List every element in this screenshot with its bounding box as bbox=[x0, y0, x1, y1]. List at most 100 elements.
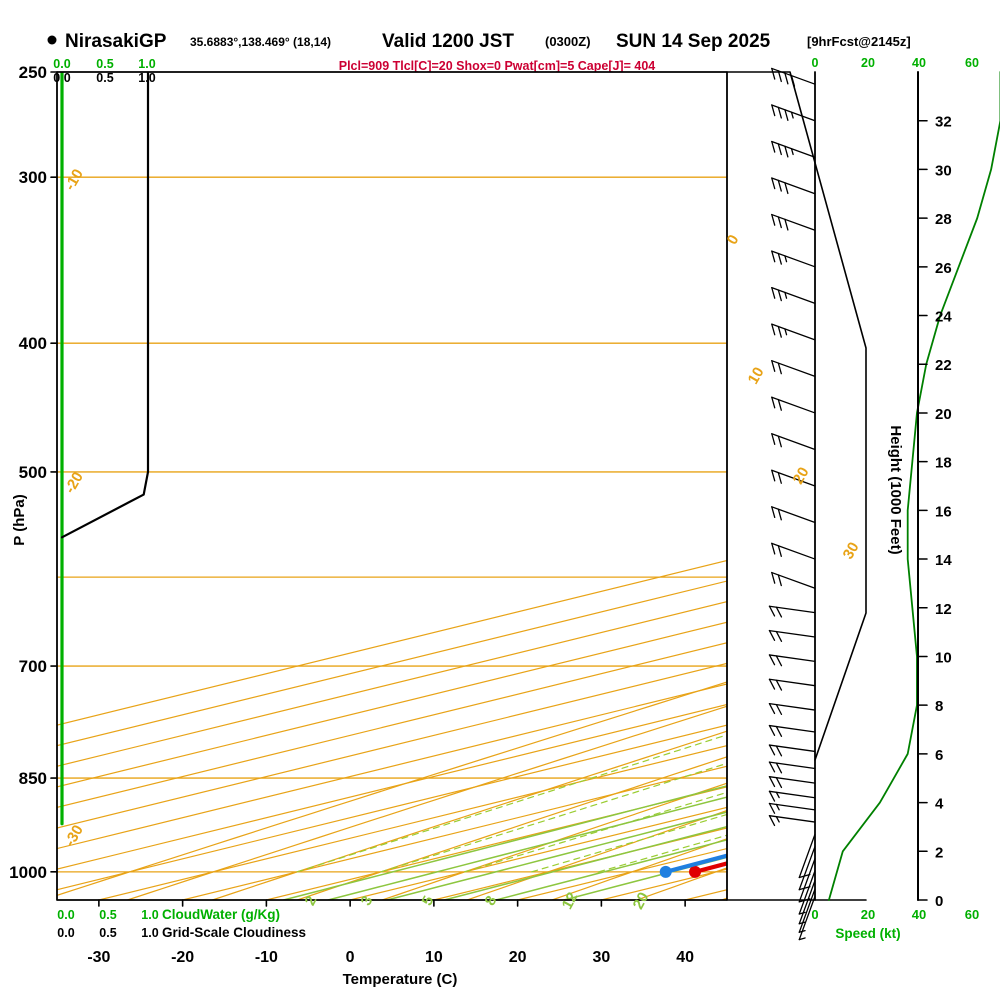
pressure-tick-label-400: 400 bbox=[19, 334, 47, 353]
temperature-axis-label: Temperature (C) bbox=[343, 971, 458, 988]
temperature-tick-label-40: 40 bbox=[676, 949, 694, 966]
wind-barb-full-2-1 bbox=[777, 143, 782, 156]
wind-barb-full-20-0 bbox=[768, 724, 776, 736]
bottom-scale-labels: 0.0 0.5 1.0 CloudWater (g/Kg) 0.0 0.5 1.… bbox=[57, 907, 306, 940]
wind-barb-17 bbox=[768, 654, 816, 667]
wind-barb-half-2 bbox=[790, 148, 794, 156]
cloudiness-profile bbox=[60, 72, 150, 539]
wind-barb-full-10-1 bbox=[777, 435, 782, 448]
wind-barb-full-16-1 bbox=[775, 630, 783, 642]
speed-scale-bottom: 0 20 40 60 Speed (kt) bbox=[811, 907, 979, 941]
wind-barb-full-4-0 bbox=[771, 213, 776, 226]
height-tick-label-8: 8 bbox=[935, 698, 943, 715]
wind-barb-24 bbox=[768, 790, 816, 802]
speed-bottom-tick-0: 0 bbox=[811, 907, 818, 922]
mixing-ratio-line-8 bbox=[443, 825, 727, 900]
cloudiness-axis-label: Grid-Scale Cloudiness bbox=[162, 925, 306, 940]
wind-barb-21 bbox=[768, 744, 816, 757]
wind-barb-full-23-1 bbox=[775, 777, 783, 789]
height-tick-label-32: 32 bbox=[935, 114, 952, 131]
dry-adiabat--40 bbox=[57, 681, 727, 896]
wind-panel-outline bbox=[726, 71, 867, 761]
wind-barb-half-5 bbox=[784, 255, 788, 263]
wind-barb-full-9-1 bbox=[777, 398, 782, 411]
cloudwater-axis-label: CloudWater (g/Kg) bbox=[162, 907, 280, 922]
surface-marker-temperature bbox=[689, 865, 702, 878]
wind-barb-full-4-1 bbox=[777, 216, 782, 229]
wind-barb-full-5-0 bbox=[771, 250, 776, 263]
wind-barb-shaft-29 bbox=[798, 857, 816, 903]
height-tick-label-30: 30 bbox=[935, 162, 952, 179]
dry-adiabat-label-right-20: 20 bbox=[790, 464, 813, 487]
wind-barb-full-1-0 bbox=[771, 104, 776, 117]
height-tick-label-18: 18 bbox=[935, 455, 952, 472]
wind-barb-full-12-0 bbox=[771, 506, 776, 519]
wind-barb-full-17-1 bbox=[775, 655, 783, 667]
wind-barb-10 bbox=[771, 433, 816, 451]
wind-barb-full-19-0 bbox=[768, 703, 776, 715]
height-tick-label-0: 0 bbox=[935, 893, 943, 910]
isotherm-line--60 bbox=[57, 683, 727, 850]
wind-barb-30 bbox=[798, 870, 816, 915]
wind-barb-full-0-0 bbox=[771, 67, 776, 80]
moist-adiabat--10 bbox=[380, 762, 727, 873]
isotherm-line--50 bbox=[57, 703, 727, 870]
wind-barb-shaft-27 bbox=[798, 833, 816, 879]
wind-barb-11 bbox=[771, 469, 816, 487]
speed-top-tick-0: 0 bbox=[812, 56, 819, 70]
cloudwater-bottom-tick-1: 0.5 bbox=[99, 908, 116, 922]
temperature-tick-label-10: 10 bbox=[425, 949, 443, 966]
sounding-parameters: Plcl=909 Tlcl[C]=20 Shox=0 Pwat[cm]=5 Ca… bbox=[339, 59, 656, 73]
cloudwater-bottom-tick-2: 1.0 bbox=[141, 908, 158, 922]
surface-marker-dewpoint bbox=[659, 865, 672, 878]
dry-adiabat-label-right-10: 10 bbox=[745, 364, 768, 387]
wind-barb-9 bbox=[771, 396, 816, 414]
wind-barb-full-19-1 bbox=[775, 703, 783, 716]
height-tick-label-12: 12 bbox=[935, 601, 952, 618]
wind-barb-shaft-31 bbox=[798, 879, 816, 925]
wind-barb-5 bbox=[771, 250, 816, 268]
cloudiness-bottom-tick-2: 1.0 bbox=[141, 926, 158, 940]
wind-barb-full-11-1 bbox=[777, 472, 782, 484]
speed-top-tick-1: 20 bbox=[861, 56, 875, 70]
wind-barb-shaft-28 bbox=[798, 845, 816, 891]
wind-barb-full-21-0 bbox=[768, 744, 776, 756]
wind-barb-full-3-0 bbox=[771, 177, 776, 190]
mixing-ratio-label-12: 12 bbox=[559, 890, 582, 913]
dry-adiabat-10 bbox=[466, 809, 727, 900]
wind-barb-12 bbox=[771, 506, 816, 524]
speed-scale-top: 0 20 40 60 bbox=[812, 56, 979, 70]
skewt-grid bbox=[57, 72, 727, 900]
wind-barb-full-9-0 bbox=[771, 396, 776, 409]
moist-adiabat-8 bbox=[531, 813, 727, 873]
height-tick-label-10: 10 bbox=[935, 649, 952, 666]
wind-barb-full-14-0 bbox=[771, 571, 776, 584]
dry-adiabat--30 bbox=[126, 705, 727, 900]
cloudiness-top-tick-1: 0.5 bbox=[96, 71, 113, 85]
wind-barb-full-0-3 bbox=[790, 74, 796, 87]
wind-barb-half-1 bbox=[790, 111, 794, 119]
station-dot-icon bbox=[47, 35, 57, 45]
wind-barb-full-2-0 bbox=[771, 140, 776, 153]
dry-adiabat--20 bbox=[211, 730, 727, 900]
moist-adiabat-16 bbox=[598, 834, 727, 873]
wind-barb-full-13-0 bbox=[771, 542, 776, 555]
dry-adiabat--10 bbox=[296, 756, 727, 900]
wind-barb-14 bbox=[771, 571, 816, 589]
pressure-tick-label-250: 250 bbox=[19, 63, 47, 82]
isotherm-line--40 bbox=[57, 724, 727, 891]
wind-barb-4 bbox=[771, 213, 816, 231]
wind-barb-16 bbox=[768, 629, 816, 642]
wind-barb-full-3-1 bbox=[777, 179, 782, 192]
forecast-stamp: [9hrFcst@2145z] bbox=[807, 34, 911, 49]
wind-barb-full-25-0 bbox=[768, 802, 776, 814]
wind-barb-20 bbox=[768, 724, 816, 737]
speed-bottom-tick-2: 40 bbox=[912, 907, 926, 922]
dry-adiabat-0 bbox=[381, 782, 727, 900]
wind-barb-half-30 bbox=[798, 911, 806, 915]
wind-barb-19 bbox=[768, 703, 816, 716]
valid-time: Valid 1200 JST bbox=[382, 31, 514, 52]
skewt-plot-area bbox=[50, 71, 728, 907]
wind-barb-shaft-30 bbox=[798, 870, 816, 915]
cloudiness-bottom-tick-1: 0.5 bbox=[99, 926, 116, 940]
